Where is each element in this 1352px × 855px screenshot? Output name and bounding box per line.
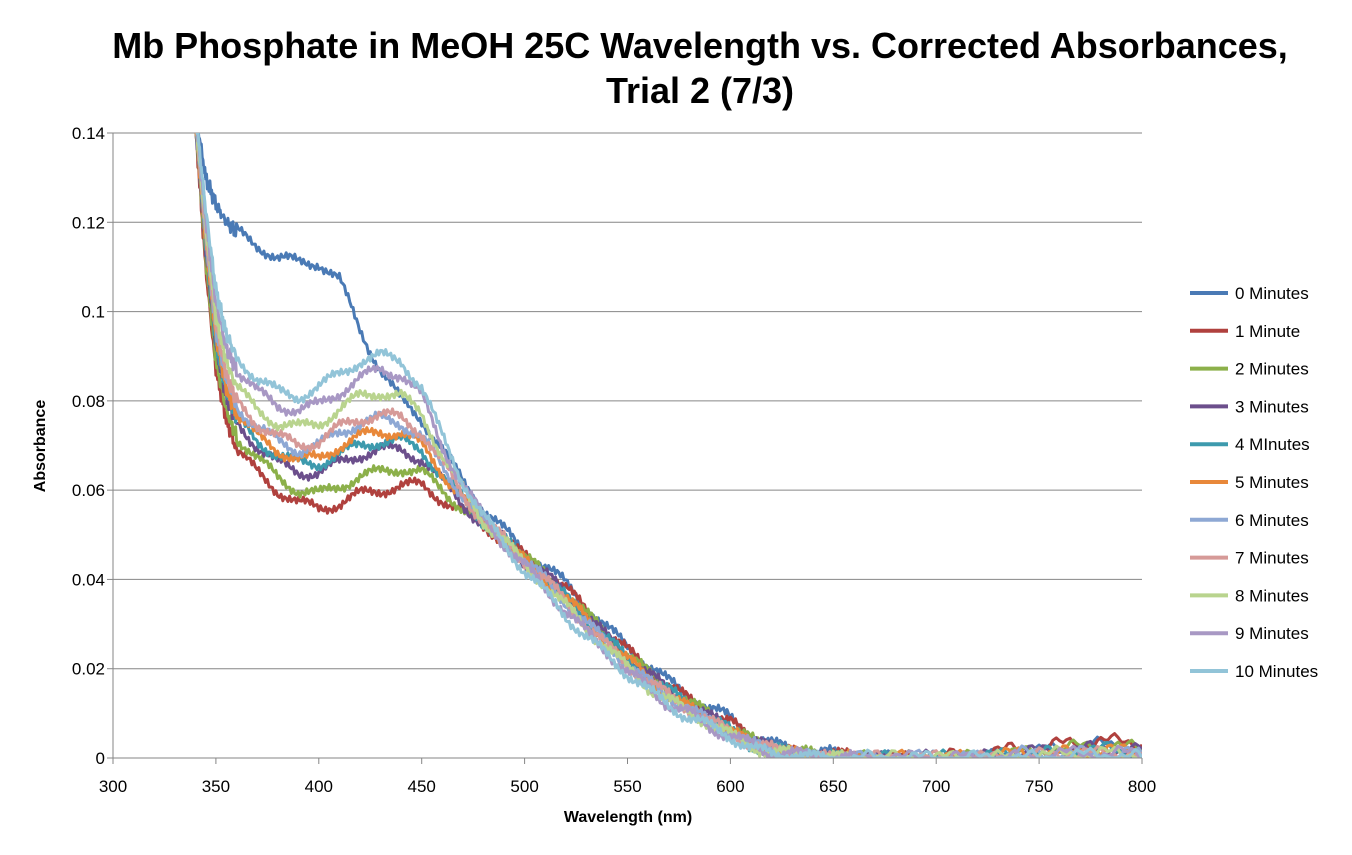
x-tick-label: 400 <box>305 777 333 796</box>
y-tick-label: 0.06 <box>72 481 105 500</box>
legend-label: 1 Minute <box>1235 322 1300 341</box>
x-tick-label: 800 <box>1128 777 1156 796</box>
x-tick-label: 750 <box>1025 777 1053 796</box>
series-line <box>194 133 1142 758</box>
legend-label: 6 Minutes <box>1235 511 1309 530</box>
plot-area <box>194 133 1142 758</box>
y-tick-label: 0.1 <box>81 303 105 322</box>
x-tick-label: 500 <box>510 777 538 796</box>
x-tick-label: 600 <box>716 777 744 796</box>
y-tick-labels: 0 0.02 0.04 0.06 0.08 0.1 0.12 0.14 <box>72 124 105 768</box>
legend-label: 7 Minutes <box>1235 549 1309 568</box>
legend-label: 10 Minutes <box>1235 662 1318 681</box>
y-tick-label: 0.12 <box>72 213 105 232</box>
x-axis-title: Wavelength (nm) <box>564 809 692 826</box>
legend-label: 5 Minutes <box>1235 473 1309 492</box>
legend-label: 8 Minutes <box>1235 586 1309 605</box>
y-axis-title: Absorbance <box>32 400 49 493</box>
x-tick-label: 700 <box>922 777 950 796</box>
series-line <box>194 133 1142 758</box>
chart-title-line-2: Trial 2 (7/3) <box>606 70 794 111</box>
x-tick-labels: 300 350 400 450 500 550 600 650 700 750 800 <box>99 777 1156 796</box>
series-line <box>195 133 1142 758</box>
chart-title-line-1: Mb Phosphate in MeOH 25C Wavelength vs. … <box>112 25 1288 66</box>
legend-label: 4 MInutes <box>1235 435 1310 454</box>
y-tick-label: 0.02 <box>72 660 105 679</box>
y-tick-label: 0.08 <box>72 392 105 411</box>
y-tick-label: 0.14 <box>72 124 105 143</box>
series-line <box>195 133 1142 758</box>
y-tick-label: 0 <box>96 749 105 768</box>
x-tick-label: 350 <box>202 777 230 796</box>
x-tick-label: 450 <box>408 777 436 796</box>
legend-label: 0 Minutes <box>1235 284 1309 303</box>
legend: 0 Minutes 1 Minute 2 Minutes 3 Minutes 4 MIn… <box>1190 284 1318 681</box>
series-line <box>194 133 1142 758</box>
axes <box>112 133 1142 759</box>
y-tick-label: 0.04 <box>72 570 105 589</box>
legend-label: 3 Minutes <box>1235 397 1309 416</box>
x-tick-label: 650 <box>819 777 847 796</box>
legend-label: 2 Minutes <box>1235 360 1309 379</box>
gridlines <box>107 132 1143 764</box>
legend-label: 9 Minutes <box>1235 624 1309 643</box>
x-tick-label: 300 <box>99 777 127 796</box>
x-tick-label: 550 <box>613 777 641 796</box>
series-line <box>194 133 1142 758</box>
series-line <box>194 133 1142 758</box>
